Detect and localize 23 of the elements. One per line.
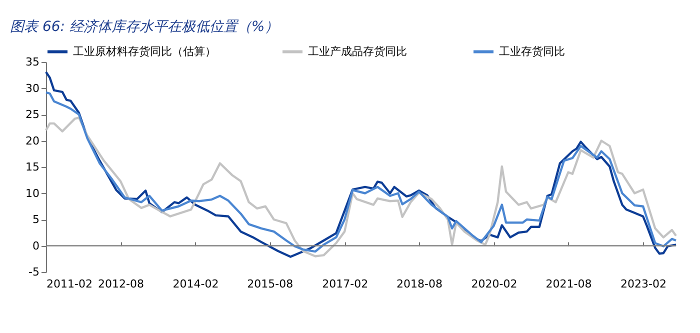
y-tick-label: -5 [28, 266, 40, 278]
legend-label: 工业原材料存货同比（估算） [73, 44, 216, 58]
line-series [44, 116, 678, 258]
chart-title: 图表 66: 经济体库存水平在极低位置（%） [10, 19, 279, 35]
y-tick-label: 25 [26, 108, 40, 121]
x-tick-label: 2011-02 [46, 278, 92, 290]
x-tick-label: 2018-08 [396, 278, 442, 290]
y-tick-label: 20 [26, 134, 40, 148]
y-tick-label: 10 [26, 186, 40, 200]
x-tick-label: 2023-02 [620, 278, 667, 290]
x-tick-label: 2021-08 [546, 278, 592, 290]
x-tick-label: 2012-08 [98, 278, 144, 290]
y-tick-label: 0 [32, 239, 40, 252]
x-tick-label: 2020-02 [471, 278, 518, 290]
x-tick-label: 2015-08 [247, 278, 294, 290]
y-tick-label: 35 [26, 56, 40, 68]
y-tick-label: 5 [32, 213, 40, 226]
y-tick-label: 15 [26, 160, 40, 174]
x-tick-label: 2014-02 [172, 278, 219, 290]
legend-label: 工业产成品存货同比 [308, 44, 407, 58]
legend-label: 工业存货同比 [499, 44, 565, 58]
y-tick-label: 30 [26, 82, 40, 95]
x-tick-label: 2017-02 [322, 278, 368, 290]
